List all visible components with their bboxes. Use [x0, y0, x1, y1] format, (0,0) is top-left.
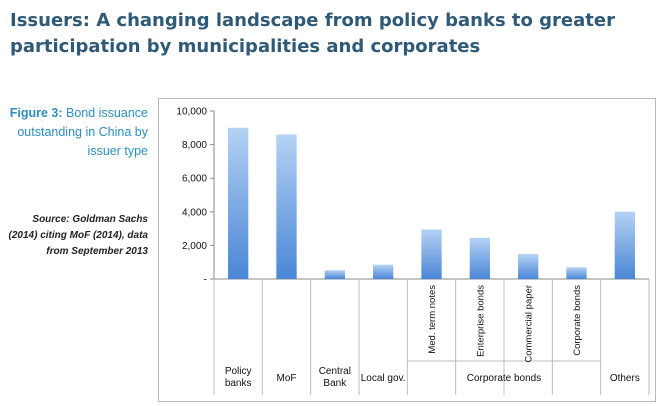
figure-caption-text: Bond issuance outstanding in China by is… — [17, 106, 148, 158]
y-tick-label: 2,000 — [182, 241, 207, 252]
figure-caption: Figure 3: Bond issuance outstanding in C… — [8, 104, 148, 161]
category-label: Others — [610, 373, 640, 384]
page-title: Issuers: A changing landscape from polic… — [10, 10, 615, 57]
figure-source: Source: Goldman Sachs (2014) citing MoF … — [8, 214, 148, 257]
bar-chart: - 2,000 4,000 6,000 8,000 10,000 Med. term not… — [176, 107, 650, 395]
category-label: Corporate bonds — [467, 373, 542, 384]
rotated-category-label: Med. term notes — [427, 285, 438, 354]
figure-number: Figure 3: — [9, 106, 63, 120]
bar-7 — [518, 254, 539, 279]
y-tick-label: 6,000 — [182, 174, 207, 185]
y-tick-label: 10,000 — [176, 107, 207, 118]
bar-8 — [566, 267, 587, 279]
y-tick-label: 4,000 — [182, 207, 207, 218]
rotated-category-label: Commercial paper — [524, 285, 535, 363]
y-tick-label: 8,000 — [182, 140, 207, 151]
bar-2 — [276, 134, 297, 279]
category-label: Policy banks — [225, 366, 252, 389]
category-label: Central Bank — [319, 366, 351, 389]
chart-frame: - 2,000 4,000 6,000 8,000 10,000 Med. term not… — [158, 98, 656, 402]
bar-3 — [324, 270, 345, 279]
rotated-category-label: Corporate bonds — [572, 285, 583, 356]
bar-5 — [421, 229, 442, 279]
y-tick-label: - — [204, 275, 207, 286]
bar-4 — [373, 264, 394, 279]
category-label: Local gov. — [361, 373, 406, 384]
bar-6 — [469, 237, 490, 279]
rotated-category-label: Enterprise bonds — [475, 285, 486, 357]
bar-1 — [228, 127, 249, 279]
category-label: MoF — [277, 373, 297, 384]
bar-9 — [614, 211, 635, 279]
